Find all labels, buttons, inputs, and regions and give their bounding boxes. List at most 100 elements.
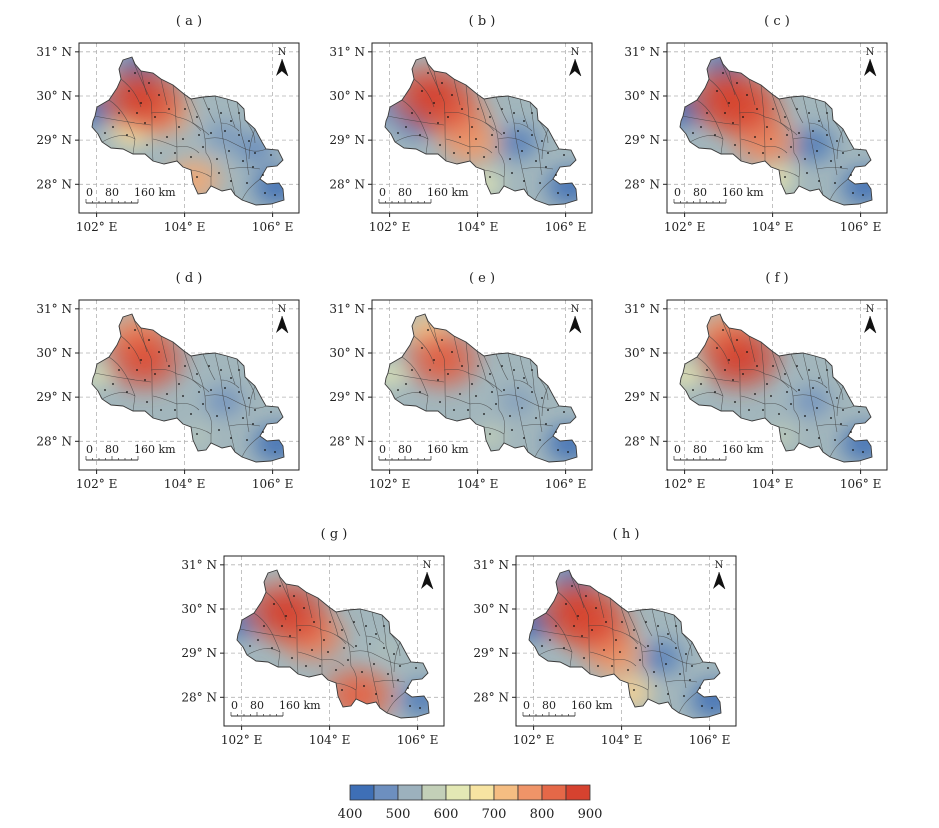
color-legend: 400 500 600 700 800 900 xyxy=(338,784,602,822)
map-frame xyxy=(78,42,300,214)
sample-site-dot xyxy=(252,166,254,168)
sample-site-dot xyxy=(246,182,248,184)
lat-tick-label: 28° N xyxy=(329,177,365,191)
axis-ticks: 102° E 104° E 106° E 28° N 29° N 30° N 31° N xyxy=(624,302,881,491)
surface-hotspot-core xyxy=(555,593,600,630)
sample-site-dot xyxy=(555,625,557,627)
surface-hotspot-core xyxy=(680,366,695,384)
sample-site-dot xyxy=(196,373,198,375)
sample-site-dot xyxy=(433,102,435,104)
sample-site-dot xyxy=(700,383,702,385)
panel-body: 102° E 104° E 106° E 28° N 29° N 30° N 31° N N 0… xyxy=(624,42,888,234)
county-boundary xyxy=(719,314,742,419)
county-boundary xyxy=(222,395,236,453)
sample-site-dot xyxy=(826,369,828,371)
county-boundary xyxy=(152,138,178,148)
sample-site-dot xyxy=(451,351,453,353)
county-boundary xyxy=(728,70,736,96)
sample-site-dot xyxy=(248,140,250,142)
sample-site-dot xyxy=(535,417,537,419)
county-boundary xyxy=(317,597,323,675)
legend-swatch xyxy=(469,784,495,801)
county-boundary xyxy=(236,358,246,405)
county-boundary xyxy=(802,352,812,397)
sample-site-dot xyxy=(509,415,511,417)
legend-swatch xyxy=(517,784,543,801)
sample-site-dot xyxy=(798,132,800,134)
sample-site-dot xyxy=(517,130,519,132)
sample-site-dot xyxy=(521,407,523,409)
sample-site-dot xyxy=(369,643,371,645)
sample-site-dot xyxy=(700,126,702,128)
county-boundary xyxy=(778,426,800,435)
sample-site-dot xyxy=(605,621,607,623)
scale-bar: 0 80 160 km xyxy=(673,443,764,461)
sample-site-dot xyxy=(722,329,724,331)
lat-tick-label: 30° N xyxy=(624,89,660,103)
lat-tick-label: 30° N xyxy=(329,346,365,360)
county-boundary xyxy=(682,115,740,126)
county-boundary xyxy=(433,327,441,353)
north-arrow-left xyxy=(276,316,282,333)
sample-site-dot xyxy=(196,433,198,435)
sample-site-dot xyxy=(112,126,114,128)
sample-site-dot xyxy=(218,429,220,431)
sample-site-dot xyxy=(545,423,547,425)
legend-tick-label: 800 xyxy=(530,807,555,822)
sample-sites xyxy=(692,329,864,453)
sample-site-dot xyxy=(790,403,792,405)
lat-tick-label: 28° N xyxy=(329,434,365,448)
county-boundary xyxy=(244,403,250,433)
scale-bar-label: 0 xyxy=(674,186,681,199)
county-boundary xyxy=(738,368,766,375)
lat-tick-label: 28° N xyxy=(36,434,72,448)
sample-site-dot xyxy=(581,635,583,637)
county-boundary xyxy=(190,169,212,178)
sample-site-dot xyxy=(196,176,198,178)
county-boundaries xyxy=(387,314,560,458)
sample-site-dot xyxy=(148,82,150,84)
map-panel-h: ( h ) 102° E 104° E 106° E 28° N 29° N 30° N 3… xyxy=(473,527,737,747)
county-boundary xyxy=(728,327,736,353)
sample-site-dot xyxy=(840,423,842,425)
sample-site-dot xyxy=(748,152,750,154)
sample-site-dot xyxy=(591,629,593,631)
sample-site-dot xyxy=(746,351,748,353)
county-boundary xyxy=(620,606,631,637)
map-frame xyxy=(371,42,593,214)
county-boundary xyxy=(529,101,539,148)
sample-site-dot xyxy=(509,158,511,160)
sample-site-dot xyxy=(208,365,210,367)
sample-site-dot xyxy=(770,138,772,140)
sample-site-dot xyxy=(501,108,503,110)
county-boundary xyxy=(748,78,756,106)
legend-swatch xyxy=(397,784,423,801)
north-arrow-label: N xyxy=(571,304,580,315)
county-boundary xyxy=(485,122,503,136)
county-boundary xyxy=(214,95,224,140)
lat-tick-label: 28° N xyxy=(181,690,217,704)
sample-site-dot xyxy=(363,685,365,687)
lon-tick-label: 102° E xyxy=(76,220,117,234)
county-boundary xyxy=(131,314,154,419)
north-arrow-left xyxy=(864,59,870,76)
county-boundary xyxy=(534,435,554,458)
lat-tick-label: 29° N xyxy=(36,133,72,147)
county-boundary xyxy=(101,392,136,400)
county-boundary xyxy=(248,385,256,417)
sample-site-dot xyxy=(826,391,828,393)
sample-site-dot xyxy=(567,194,569,196)
sample-site-dot xyxy=(489,176,491,178)
county-boundary xyxy=(176,145,200,154)
sample-site-dot xyxy=(112,383,114,385)
sample-site-dot xyxy=(477,365,479,367)
sample-site-dot xyxy=(257,639,259,641)
county-boundary xyxy=(657,635,677,645)
county-boundary xyxy=(393,641,401,673)
sample-site-dot xyxy=(595,607,597,609)
county-boundary xyxy=(764,145,788,154)
sample-site-dot xyxy=(707,667,709,669)
sample-sites xyxy=(249,585,421,709)
county-boundary xyxy=(609,597,615,675)
county-boundary xyxy=(629,635,647,649)
